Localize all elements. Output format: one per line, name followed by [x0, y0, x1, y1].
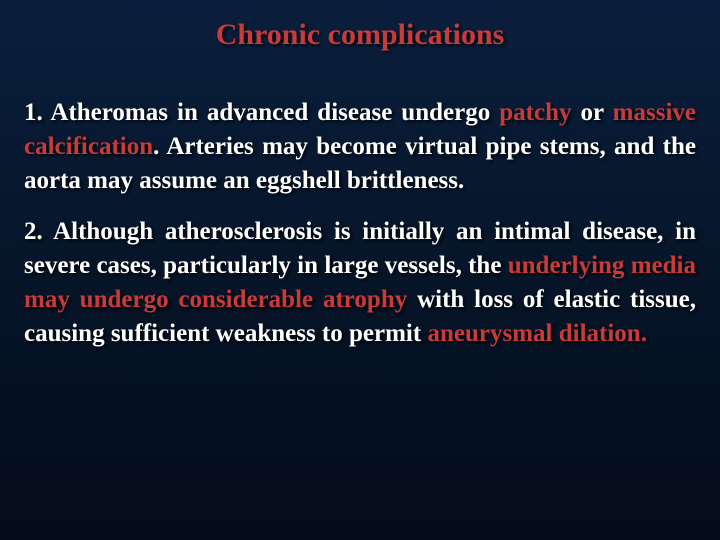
p2-highlight-aneurysmal: aneurysmal dilation. — [427, 320, 646, 347]
p1-highlight-patchy: patchy — [499, 99, 571, 126]
paragraph-1: 1. Atheromas in advanced disease undergo… — [24, 96, 696, 197]
p1-text-1: 1. Atheromas in advanced disease undergo — [24, 99, 499, 126]
slide-title: Chronic complications — [24, 18, 696, 52]
p1-text-2: or — [571, 99, 612, 126]
slide-container: Chronic complications 1. Atheromas in ad… — [0, 0, 720, 540]
paragraph-2: 2. Although atherosclerosis is initially… — [24, 215, 696, 350]
